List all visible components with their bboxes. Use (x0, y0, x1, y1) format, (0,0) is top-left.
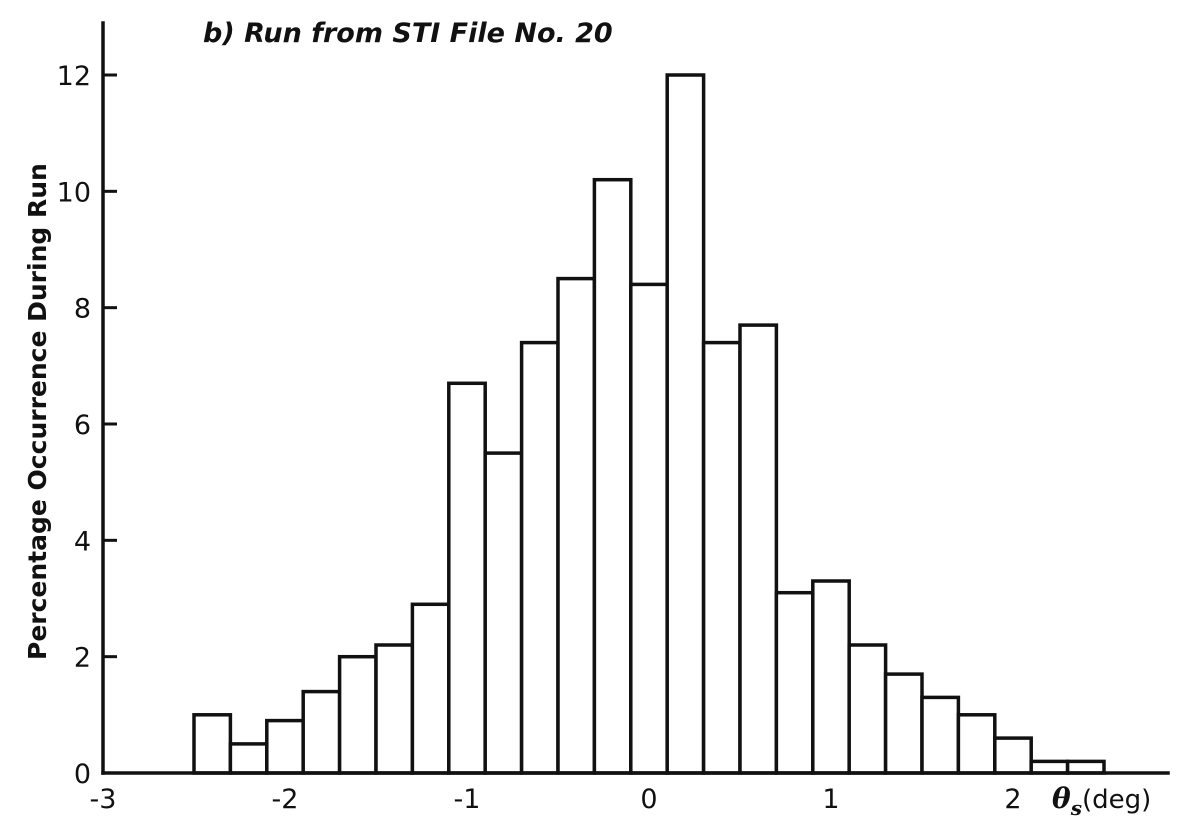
histogram-bar-10 (519, 340, 560, 775)
y-tick-label: 12 (57, 61, 91, 92)
y-tick-label: 10 (57, 177, 91, 208)
histogram-bar-15 (701, 340, 742, 775)
histogram-bar-19 (847, 643, 888, 775)
x-tick-label: -1 (454, 784, 481, 815)
histogram-bar-17 (774, 590, 815, 775)
histogram-bar-8 (447, 381, 487, 775)
histogram-bar-21 (920, 695, 961, 775)
y-tick-label: 6 (74, 410, 91, 441)
x-tick-label: 0 (640, 784, 657, 815)
x-axis-symbol: θ (1052, 782, 1071, 815)
y-tick-label: 0 (74, 759, 91, 790)
histogram-bar-20 (883, 672, 924, 775)
x-tick-label: -2 (272, 784, 299, 815)
histogram-bar-22 (956, 713, 997, 775)
x-axis-label: θs(deg) (1052, 782, 1151, 817)
y-tick-label: 4 (74, 526, 91, 557)
histogram-bar-23 (993, 736, 1033, 775)
histogram-bar-7 (410, 602, 451, 775)
histogram-bar-11 (556, 276, 597, 775)
histogram-bar-2 (228, 742, 269, 775)
histogram-bar-5 (337, 654, 378, 775)
x-axis-subscript: s (1070, 796, 1082, 817)
histogram-bar-1 (192, 713, 233, 775)
y-tick-label: 2 (74, 643, 91, 674)
x-tick-label: -3 (90, 784, 117, 815)
histogram-bar-16 (738, 323, 779, 775)
bars-group (192, 73, 1106, 775)
histogram-bar-6 (374, 643, 415, 775)
y-axis-ticks: 0 2 4 6 8 10 12 (57, 61, 117, 790)
histogram-bar-14 (665, 73, 706, 775)
x-tick-label: 1 (822, 784, 839, 815)
histogram-bar-9 (483, 451, 524, 775)
y-axis-label: Percentage Occurrence During Run (23, 163, 52, 660)
x-tick-label: 2 (1004, 784, 1021, 815)
histogram-bar-13 (629, 282, 669, 775)
histogram-bar-12 (592, 177, 633, 775)
chart-title: b) Run from STI File No. 20 (203, 18, 613, 49)
x-axis-unit: (deg) (1082, 785, 1151, 815)
histogram-bar-3 (265, 718, 305, 775)
x-axis-ticks: -3 -2 -1 0 1 2 (90, 784, 1022, 815)
histogram-bar-18 (811, 579, 851, 775)
histogram-bar-4 (301, 689, 342, 775)
y-tick-label: 8 (74, 294, 91, 325)
